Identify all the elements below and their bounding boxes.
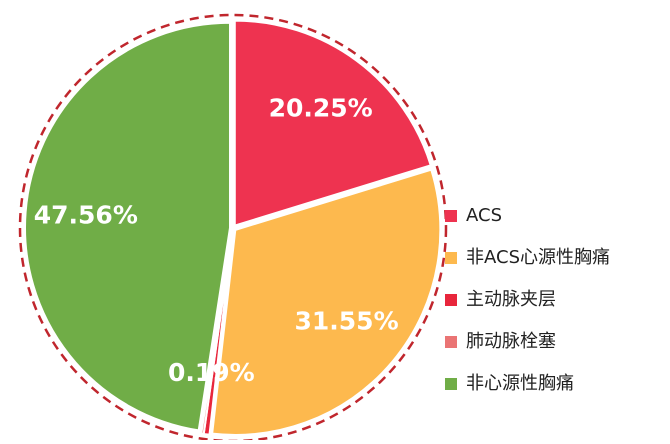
- value-label: 47.56%: [34, 201, 138, 230]
- legend-label: ACS: [466, 205, 502, 226]
- legend-label: 非ACS心源性胸痛: [466, 247, 610, 268]
- value-label: 31.55%: [295, 306, 399, 335]
- legend-swatch: [445, 336, 457, 348]
- pie-slice: [24, 21, 232, 432]
- pie-slice: [233, 19, 432, 227]
- legend-swatch: [445, 210, 457, 222]
- legend-swatch: [445, 294, 457, 306]
- legend-swatch: [445, 252, 457, 264]
- legend-label: 肺动脉栓塞: [466, 331, 556, 352]
- legend-label: 主动脉夹层: [466, 289, 556, 310]
- value-label: 0.19%: [168, 358, 255, 387]
- legend-label: 非心源性胸痛: [466, 373, 574, 394]
- pie-slice: [211, 168, 442, 436]
- pie-slice: [200, 230, 234, 436]
- value-label: 20.25%: [269, 93, 373, 122]
- legend-swatch: [445, 378, 457, 390]
